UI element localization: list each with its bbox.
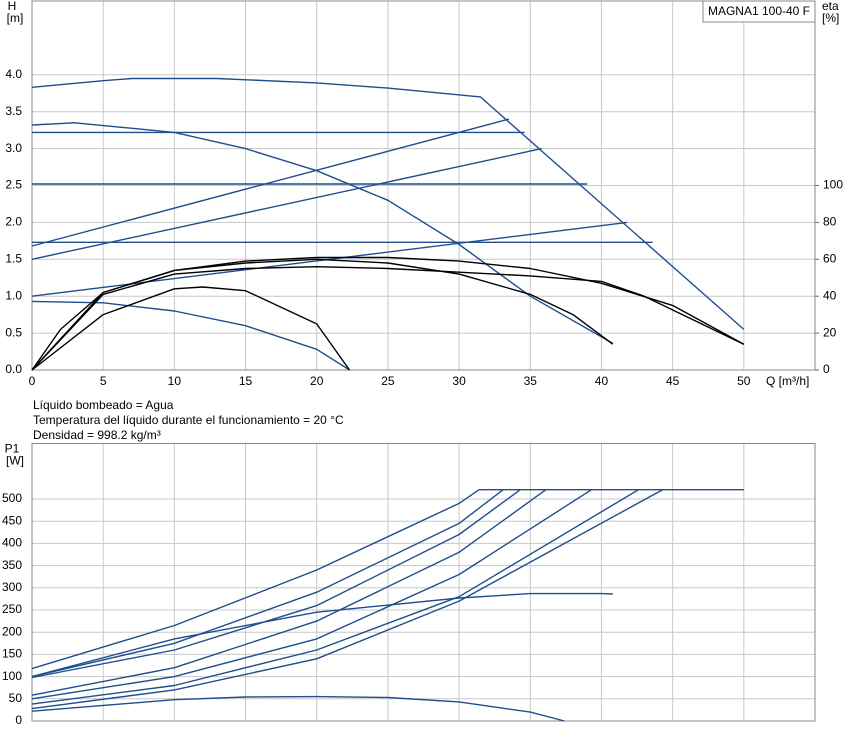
curve [31, 300, 350, 371]
curve [31, 489, 480, 670]
curve [31, 256, 745, 371]
x-tick-label: 40 [595, 374, 609, 388]
y-tick-label: 0.0 [5, 362, 22, 376]
note: Líquido bombeado = Agua [33, 398, 174, 412]
y-tick-label: 1.0 [5, 288, 22, 302]
y-tick-label: 3.5 [5, 104, 22, 118]
y2-tick-label: 100 [823, 178, 843, 192]
curve [31, 118, 510, 247]
y-tick-label: 200 [2, 624, 22, 638]
y2-tick-label: 80 [823, 215, 837, 229]
y-tick-label: 0.5 [5, 325, 22, 339]
y2-axis-label: eta [822, 0, 839, 13]
curve [31, 286, 351, 371]
curve [31, 489, 592, 700]
y2-tick-label: 20 [823, 325, 837, 339]
x-tick-label: 10 [168, 374, 182, 388]
x-tick-label: 0 [29, 374, 36, 388]
y-tick-label: 3.0 [5, 141, 22, 155]
chart-title: MAGNA1 100-40 F [708, 4, 810, 18]
y-tick-label: 4.0 [5, 67, 22, 81]
y-tick-label: 2.0 [5, 215, 22, 229]
y-tick-label: 350 [2, 558, 22, 572]
x-axis-label: Q [m³/h] [766, 374, 809, 388]
y-tick-label: 50 [9, 691, 23, 705]
plot-frame [31, 0, 816, 371]
y-tick-label: 400 [2, 536, 22, 550]
plot-frame [31, 443, 816, 722]
x-tick-label: 25 [381, 374, 395, 388]
y-tick-label: 2.5 [5, 178, 22, 192]
y-tick-label: 0 [15, 713, 22, 727]
curve [31, 592, 613, 678]
note: Temperatura del líquido durante el funci… [33, 413, 344, 427]
curve [31, 489, 504, 678]
y2-axis-unit: [%] [822, 11, 839, 25]
x-tick-label: 15 [239, 374, 253, 388]
x-tick-label: 50 [737, 374, 751, 388]
curve [31, 489, 639, 705]
curve [31, 258, 614, 371]
y2-tick-label: 60 [823, 251, 837, 265]
y-tick-label: 250 [2, 602, 22, 616]
curve [31, 489, 547, 696]
y-tick-label: 100 [2, 669, 22, 683]
curve [31, 489, 664, 710]
y-tick-label: 300 [2, 580, 22, 594]
curve [31, 489, 521, 679]
curve [31, 266, 745, 371]
y-tick-label: 450 [2, 513, 22, 527]
y2-tick-label: 40 [823, 288, 837, 302]
x-tick-label: 35 [524, 374, 538, 388]
curve [31, 122, 614, 345]
y-tick-label: 150 [2, 647, 22, 661]
x-tick-label: 30 [452, 374, 466, 388]
y-axis-label: P1 [5, 442, 20, 456]
note: Densidad = 998.2 kg/m³ [33, 428, 161, 442]
curve [31, 77, 745, 330]
curve [31, 147, 542, 260]
y-tick-label: 500 [2, 491, 22, 505]
x-tick-label: 45 [666, 374, 680, 388]
y-axis-label: H [8, 0, 17, 13]
x-tick-label: 5 [100, 374, 107, 388]
y2-tick-label: 0 [823, 362, 830, 376]
y-tick-label: 1.5 [5, 251, 22, 265]
title-box [702, 0, 816, 23]
curve [31, 695, 565, 722]
y-axis-unit: [m] [7, 11, 24, 25]
x-tick-label: 20 [310, 374, 324, 388]
y-axis-unit: [W] [6, 454, 24, 468]
